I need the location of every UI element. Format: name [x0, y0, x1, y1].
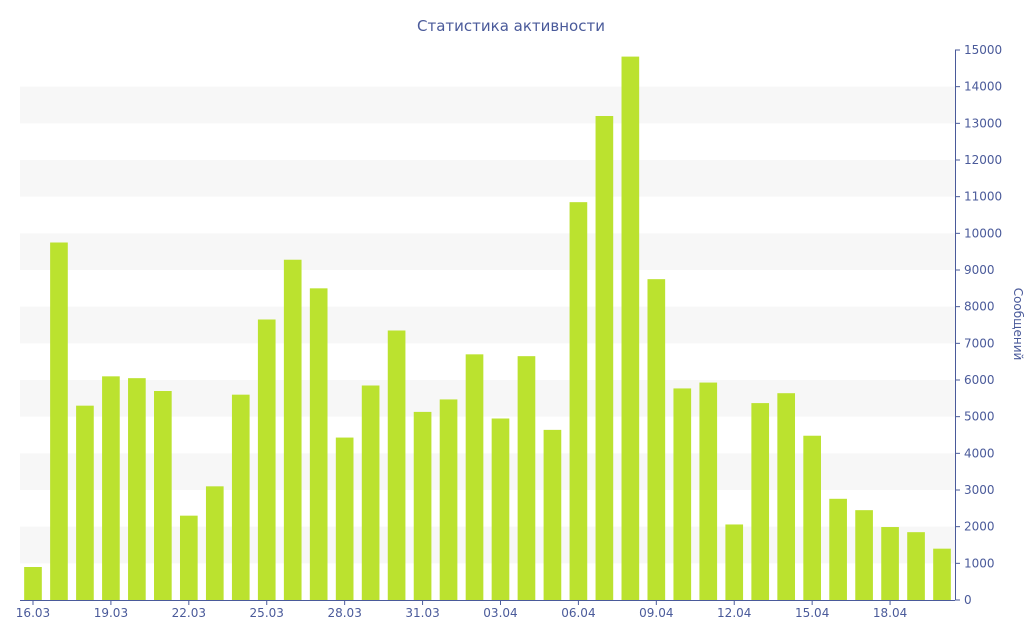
y-tick-label: 9000	[964, 263, 995, 277]
bar[interactable]	[621, 56, 640, 601]
bar[interactable]	[154, 391, 172, 600]
y-tick-label: 6000	[964, 373, 995, 387]
bar[interactable]	[257, 319, 276, 601]
bar[interactable]	[569, 202, 588, 600]
y-tick-label: 8000	[964, 300, 995, 314]
grid-band	[20, 160, 955, 197]
bar[interactable]	[751, 403, 770, 600]
bar[interactable]	[595, 116, 614, 600]
bar[interactable]	[517, 356, 536, 600]
chart-title: Статистика активности	[417, 17, 605, 35]
x-tick-label: 15.04	[795, 606, 829, 620]
grid-band	[20, 233, 955, 270]
grid-band	[20, 380, 955, 417]
bar[interactable]	[24, 567, 42, 600]
x-tick-label: 22.03	[172, 606, 206, 620]
y-axis: 0 1000 2000 3000 4000 5000 6000 7000 8000 9000 100…	[955, 43, 1002, 607]
y-tick-label: 1000	[964, 556, 995, 570]
x-tick-label: 18.04	[873, 606, 907, 620]
x-tick-label: 25.03	[250, 606, 284, 620]
bar[interactable]	[881, 527, 899, 600]
y-tick-label: 11000	[964, 190, 1002, 204]
bar[interactable]	[335, 437, 354, 600]
bars	[24, 56, 951, 601]
bar[interactable]	[50, 242, 68, 601]
bar[interactable]	[283, 259, 302, 600]
x-axis: 16.03 19.03 22.03 25.03 28.03 31.03 03.04 06.04…	[16, 600, 955, 620]
bar[interactable]	[647, 279, 666, 600]
y-tick-label: 0	[964, 593, 972, 607]
bar[interactable]	[725, 524, 744, 600]
y-tick-label: 14000	[964, 80, 1002, 94]
grid-band	[20, 526, 955, 564]
grid-band	[20, 453, 955, 490]
bar[interactable]	[699, 382, 718, 600]
bar[interactable]	[465, 354, 484, 600]
bar[interactable]	[205, 486, 224, 600]
x-tick-label: 12.04	[717, 606, 751, 620]
bar[interactable]	[907, 532, 925, 600]
grid-bands	[20, 86, 955, 564]
x-tick-label: 06.04	[561, 606, 595, 620]
y-tick-label: 10000	[964, 226, 1002, 240]
bar[interactable]	[803, 435, 821, 600]
y-tick-label: 7000	[964, 336, 995, 350]
y-tick-label: 12000	[964, 153, 1002, 167]
bar[interactable]	[673, 388, 692, 600]
bar[interactable]	[387, 330, 406, 601]
bar[interactable]	[179, 515, 198, 600]
grid-band	[20, 306, 955, 344]
bar[interactable]	[543, 429, 562, 600]
bar[interactable]	[933, 548, 951, 600]
bar[interactable]	[413, 411, 432, 600]
x-tick-label: 19.03	[94, 606, 128, 620]
x-tick-label: 31.03	[405, 606, 439, 620]
x-tick-label: 03.04	[483, 606, 517, 620]
x-tick-label: 16.03	[16, 606, 50, 620]
bar[interactable]	[829, 498, 847, 600]
bar[interactable]	[128, 378, 146, 600]
y-tick-label: 13000	[964, 116, 1002, 130]
bar[interactable]	[361, 385, 380, 601]
x-tick-label: 28.03	[327, 606, 361, 620]
bar[interactable]	[231, 394, 250, 600]
x-tick-label: 09.04	[639, 606, 673, 620]
y-tick-label: 2000	[964, 520, 995, 534]
y-tick-label: 3000	[964, 483, 995, 497]
bar[interactable]	[777, 393, 796, 600]
y-tick-label: 5000	[964, 410, 995, 424]
bar[interactable]	[855, 510, 873, 600]
bar[interactable]	[491, 418, 510, 601]
bar[interactable]	[76, 405, 94, 600]
y-axis-label: Сообщений	[1011, 288, 1024, 361]
y-tick-label: 4000	[964, 446, 995, 460]
bar[interactable]	[309, 288, 328, 600]
y-tick-label: 15000	[964, 43, 1002, 57]
bar[interactable]	[102, 376, 120, 600]
bar[interactable]	[439, 399, 458, 600]
grid-band	[20, 86, 955, 124]
